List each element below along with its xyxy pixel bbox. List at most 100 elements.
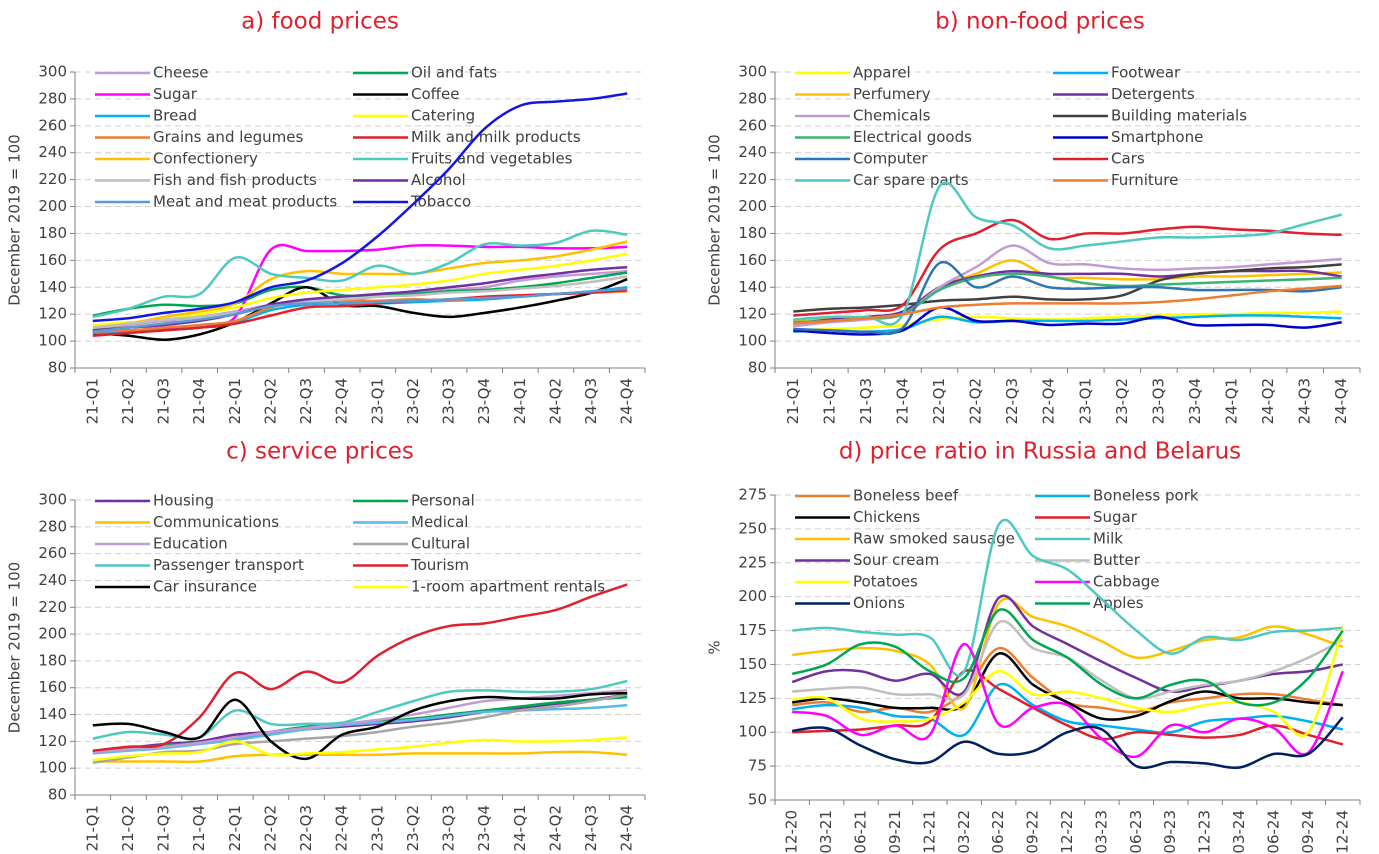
legend-label: Furniture: [1111, 171, 1178, 189]
x-tick-label: 23-Q1: [368, 378, 386, 424]
legend-label: Bread: [153, 107, 197, 125]
x-tick-label: 09-23: [1161, 810, 1179, 854]
series-line: [793, 314, 1342, 333]
y-tick-label: 120: [38, 732, 67, 750]
y-tick-label: 200: [738, 587, 767, 605]
x-tick-label: 21-Q3: [155, 805, 173, 851]
y-axis-label: December 2019 = 100: [6, 562, 24, 733]
legend-label: Medical: [411, 513, 468, 531]
y-tick-label: 300: [38, 491, 67, 509]
y-tick-label: 280: [738, 89, 767, 107]
series-line: [92, 275, 628, 329]
x-tick-label: 06-23: [1127, 810, 1145, 854]
panel: b) non-food prices 80 100 120 140 160 180 200 22…: [706, 9, 1361, 424]
x-tick-label: 22-Q1: [226, 805, 244, 851]
series-line: [792, 642, 1344, 759]
series-line: [793, 260, 1342, 336]
x-tick-label: 21-Q2: [820, 378, 838, 424]
series-line: [92, 265, 628, 332]
y-tick-label: 240: [38, 143, 67, 161]
y-tick-label: 100: [38, 332, 67, 350]
y-tick-label: 100: [738, 332, 767, 350]
x-tick-label: 21-Q3: [155, 378, 173, 424]
panel: c) service prices 80 100 120 140 160 180 200 220…: [6, 439, 646, 851]
legend-label: Tourism: [410, 556, 469, 574]
chart-title: a) food prices: [241, 9, 399, 35]
x-tick-label: 24-Q2: [546, 378, 564, 424]
x-tick-label: 22-Q4: [333, 378, 351, 424]
legend-label: Milk: [1093, 530, 1123, 548]
legend-label: Milk and milk products: [411, 128, 581, 146]
x-tick-label: 24-Q1: [511, 805, 529, 851]
series-line: [791, 608, 1344, 707]
series-line: [792, 716, 1344, 770]
x-tick-label: 23-Q4: [1186, 378, 1204, 424]
y-tick-label: 300: [738, 63, 767, 81]
y-tick-label: 180: [738, 224, 767, 242]
y-tick-label: 240: [738, 143, 767, 161]
x-tick-label: 21-Q3: [857, 378, 875, 424]
y-tick-label: 240: [38, 571, 67, 589]
y-tick-label: 200: [38, 197, 67, 215]
x-tick-label: 21-Q2: [119, 805, 137, 851]
panel: a) food prices 80 100 120 140 160 180 200 220 240…: [6, 9, 646, 424]
legend-label: 1-room apartment rentals: [411, 578, 605, 596]
legend-label: Catering: [411, 107, 475, 125]
x-tick-label: 22-Q1: [226, 378, 244, 424]
legend-label: Butter: [1093, 551, 1141, 569]
x-tick-label: 23-Q4: [475, 805, 493, 851]
chart-title: d) price ratio in Russia and Belarus: [839, 439, 1241, 465]
y-tick-label: 220: [38, 170, 67, 188]
x-tick-label: 23-Q2: [404, 805, 422, 851]
x-tick-label: 22-Q4: [1040, 378, 1058, 424]
x-tick-label: 12-21: [920, 810, 938, 854]
x-tick-label: 22-Q3: [297, 805, 315, 851]
y-tick-label: 260: [738, 116, 767, 134]
series-line: [92, 750, 628, 764]
x-tick-label: 22-Q1: [930, 378, 948, 424]
series-line: [792, 597, 1344, 711]
y-tick-label: 100: [738, 723, 767, 741]
x-tick-label: 24-Q1: [1223, 378, 1241, 424]
y-tick-label: 75: [748, 757, 767, 775]
legend-label: Boneless beef: [853, 487, 959, 505]
x-tick-label: 24-Q1: [511, 378, 529, 424]
y-tick-label: 175: [738, 621, 767, 639]
x-tick-label: 21-Q4: [190, 805, 208, 851]
y-tick-label: 140: [38, 278, 67, 296]
series-line: [793, 263, 1342, 313]
series-line: [92, 287, 628, 333]
y-tick-label: 250: [738, 519, 767, 537]
legend-label: Grains and legumes: [153, 128, 303, 146]
legend-label: Sour cream: [853, 551, 939, 569]
x-tick-label: 22-Q2: [261, 805, 279, 851]
x-tick-label: 21-Q1: [83, 805, 101, 851]
legend-label: Sugar: [1093, 508, 1138, 526]
x-tick-label: 09-24: [1299, 810, 1317, 854]
legend-label: Oil and fats: [411, 64, 497, 82]
legend-label: Perfumery: [853, 85, 931, 103]
x-tick-label: 12-24: [1333, 810, 1351, 854]
legend-label: Meat and meat products: [153, 193, 337, 211]
legend-label: Fruits and vegetables: [411, 150, 573, 168]
x-tick-label: 22-Q2: [967, 378, 985, 424]
x-tick-label: 24-Q3: [582, 805, 600, 851]
y-tick-label: 160: [38, 678, 67, 696]
x-tick-label: 06-22: [989, 810, 1007, 854]
series-line: [92, 229, 628, 319]
legend-label: Tobacco: [410, 193, 471, 211]
series-line: [92, 583, 628, 752]
legend-label: Potatoes: [853, 573, 918, 591]
x-tick-label: 06-24: [1264, 810, 1282, 854]
series-line: [92, 691, 628, 761]
x-tick-label: 22-Q3: [297, 378, 315, 424]
x-tick-label: 21-Q1: [784, 378, 802, 424]
legend-label: Cultural: [411, 535, 470, 553]
x-tick-label: 23-Q3: [440, 805, 458, 851]
y-tick-label: 140: [738, 278, 767, 296]
x-tick-label: 03-21: [817, 810, 835, 854]
legend-label: Smartphone: [1111, 128, 1203, 146]
y-tick-label: 180: [38, 224, 67, 242]
x-tick-label: 09-22: [1024, 810, 1042, 854]
y-tick-label: 160: [738, 251, 767, 269]
